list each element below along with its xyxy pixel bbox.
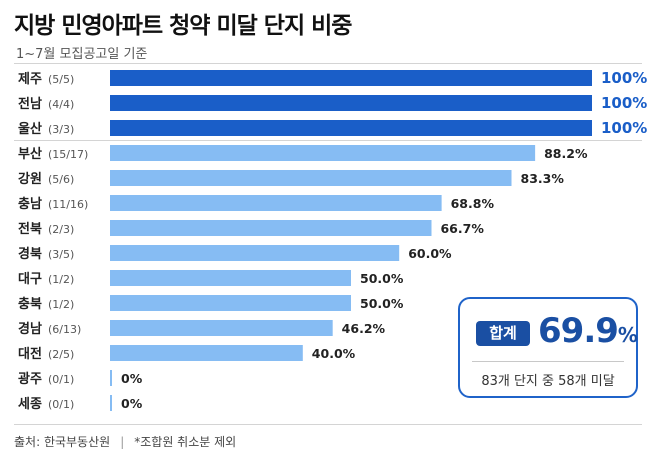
category-label: 광주 <box>18 372 42 387</box>
value-label: 88.2% <box>544 146 588 161</box>
summary-divider <box>472 361 624 362</box>
chart-title: 지방 민영아파트 청약 미달 단지 비중 <box>14 13 352 39</box>
footer-source: 출처: 한국부동산원 <box>14 435 111 449</box>
summary-value: 69.9% <box>538 311 638 351</box>
bar <box>110 170 512 186</box>
category-count: (6/13) <box>48 323 81 336</box>
bar-chart: 제주 (5/5) 100% 전남 (4/4) 100% 울산 (3/3) 100% 부산 (15/1… <box>14 69 647 412</box>
category-count: (2/3) <box>48 223 74 236</box>
bar <box>110 145 536 161</box>
category-count: (15/17) <box>48 148 88 161</box>
value-label: 50.0% <box>360 271 404 286</box>
value-label: 100% <box>601 94 647 112</box>
value-label: 68.8% <box>451 196 495 211</box>
bar <box>110 295 351 311</box>
bar <box>110 95 592 111</box>
footer-separator: | <box>120 435 125 449</box>
category-count: (3/3) <box>48 123 74 136</box>
bar <box>110 195 442 211</box>
value-label: 66.7% <box>440 221 484 236</box>
category-label: 제주 <box>18 72 42 87</box>
category-label: 전북 <box>18 221 42 237</box>
category-count: (0/1) <box>48 373 74 386</box>
summary-label: 합계 <box>476 321 530 346</box>
category-count: (5/5) <box>48 73 74 86</box>
category-label: 세종 <box>18 397 42 412</box>
category-count: (1/2) <box>48 298 74 311</box>
bar <box>110 70 592 86</box>
category-label: 대구 <box>18 272 42 287</box>
category-count: (4/4) <box>48 98 74 111</box>
category-label: 부산 <box>18 146 42 162</box>
bar <box>110 370 112 386</box>
summary-box: 합계 69.9% 83개 단지 중 58개 미달 <box>458 297 638 398</box>
value-label: 100% <box>601 119 647 137</box>
category-count: (5/6) <box>48 173 74 186</box>
bar <box>110 320 333 336</box>
bar <box>110 220 432 236</box>
value-label: 0% <box>121 371 143 386</box>
value-label: 0% <box>121 396 143 411</box>
category-count: (3/5) <box>48 248 74 261</box>
bar <box>110 120 592 136</box>
footer: 출처: 한국부동산원 | *조합원 취소분 제외 <box>14 433 236 450</box>
top-divider <box>14 63 642 64</box>
value-label: 50.0% <box>360 296 404 311</box>
value-label: 83.3% <box>521 171 565 186</box>
chart-subtitle: 1~7월 모집공고일 기준 <box>16 47 148 62</box>
summary-number: 69.9 <box>538 311 619 351</box>
category-label: 충남 <box>18 196 42 212</box>
value-label: 60.0% <box>408 246 452 261</box>
category-label: 대전 <box>18 346 42 362</box>
bottom-divider <box>14 424 642 425</box>
category-label: 경남 <box>18 321 42 337</box>
bar <box>110 270 351 286</box>
bar <box>110 395 112 411</box>
bar <box>110 345 303 361</box>
category-count: (1/2) <box>48 273 74 286</box>
category-label: 울산 <box>18 121 42 137</box>
footer-note: *조합원 취소분 제외 <box>134 435 237 449</box>
bar <box>110 245 400 261</box>
summary-unit: % <box>617 323 638 347</box>
category-label: 충북 <box>18 296 42 312</box>
value-label: 46.2% <box>342 321 386 336</box>
category-label: 전남 <box>18 96 42 112</box>
category-count: (11/16) <box>48 198 88 211</box>
category-label: 강원 <box>18 171 42 187</box>
value-label: 100% <box>601 69 647 87</box>
value-label: 40.0% <box>312 346 356 361</box>
category-count: (2/5) <box>48 348 74 361</box>
summary-description: 83개 단지 중 58개 미달 <box>481 374 615 389</box>
category-label: 경북 <box>18 246 42 262</box>
category-count: (0/1) <box>48 398 74 411</box>
